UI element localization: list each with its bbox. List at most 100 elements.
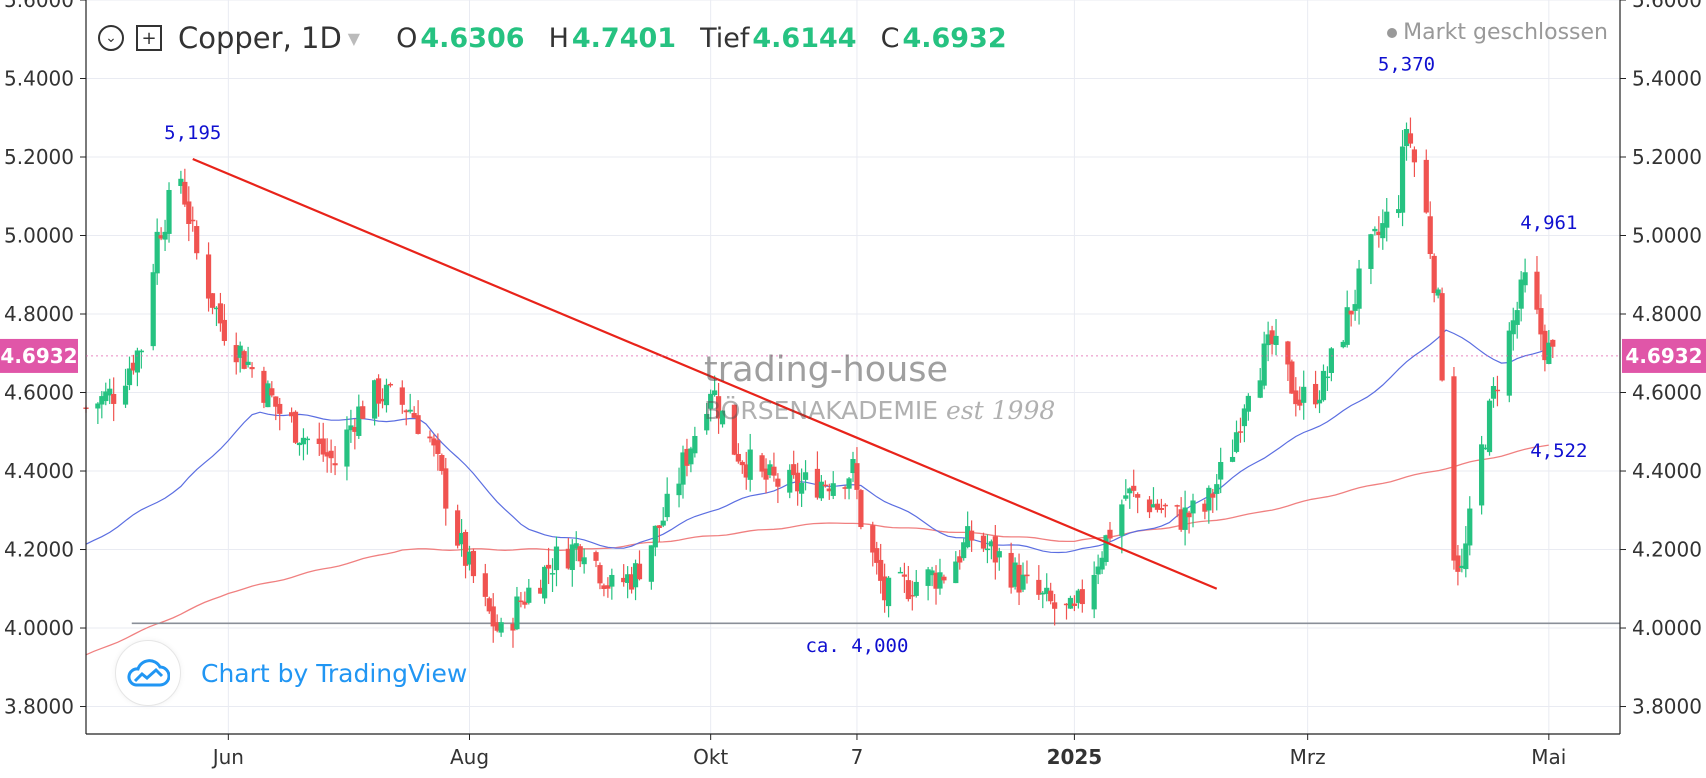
candle-body <box>704 413 710 431</box>
candle-body <box>462 531 469 566</box>
candle-body <box>245 361 251 365</box>
candle-body <box>621 577 627 583</box>
candle-body <box>1403 129 1410 147</box>
candle-body <box>1506 330 1512 396</box>
trendline-layer <box>192 157 1218 590</box>
candle-body <box>178 178 184 187</box>
candle-body <box>609 574 615 587</box>
candle-body <box>1431 255 1437 294</box>
y-tick-label-left: 4.2000 <box>4 538 74 562</box>
candle-body <box>1312 383 1319 405</box>
y-tick-label-left: 5.0000 <box>4 224 74 248</box>
candle-body <box>1423 159 1429 213</box>
candle-body <box>1067 597 1074 609</box>
symbol-dropdown-icon[interactable]: ▼ <box>347 28 361 48</box>
candle-body <box>858 490 864 528</box>
symbol-title[interactable]: Copper, 1D <box>178 21 342 55</box>
candle-body <box>656 525 662 528</box>
compare-plus-icon[interactable]: + <box>136 25 162 51</box>
x-tick-label: 2025 <box>1047 745 1103 769</box>
candle-body <box>628 574 635 590</box>
y-tick-label-left: 5.4000 <box>4 67 74 91</box>
tradingview-cloud-icon <box>115 640 181 706</box>
candle-body <box>941 576 947 581</box>
tradingview-branding[interactable]: Chart by TradingView <box>115 640 467 706</box>
resistance-trendline <box>192 157 1218 590</box>
candle-body <box>261 370 267 403</box>
candle-body <box>715 396 722 419</box>
candle-body <box>826 488 832 492</box>
candles-layer <box>83 117 1556 648</box>
candle-body <box>399 387 405 405</box>
candle-body <box>455 510 461 546</box>
candle-body <box>747 449 753 480</box>
candle-body <box>1514 310 1520 325</box>
candle-body <box>1324 376 1331 379</box>
candle-body <box>1463 543 1469 570</box>
candle-body <box>1123 495 1129 499</box>
candle-body <box>573 543 579 549</box>
candle-body <box>292 411 299 443</box>
candle-body <box>1289 361 1295 394</box>
candle-body <box>431 438 437 446</box>
candle-body <box>182 181 188 205</box>
candle-body <box>99 396 105 405</box>
candle-body <box>1237 431 1244 433</box>
candle-body <box>1301 386 1307 403</box>
candle-body <box>759 455 765 472</box>
candle-body <box>1162 504 1168 507</box>
candle-body <box>482 573 488 597</box>
candle-body <box>95 403 101 409</box>
y-tick-label-left: 4.4000 <box>4 459 74 483</box>
y-tick-label-left: 5.2000 <box>4 145 74 169</box>
candle-body <box>490 606 496 627</box>
candle-body <box>348 425 354 431</box>
candle-body <box>802 472 809 480</box>
candle-body <box>1455 555 1461 572</box>
candle-body <box>1269 330 1275 345</box>
candle-body <box>1297 399 1303 406</box>
candle-body <box>1490 385 1497 399</box>
candle-body <box>158 235 164 239</box>
candle-body <box>1241 408 1248 427</box>
candle-body <box>1095 566 1101 575</box>
candle-body <box>601 585 607 589</box>
candle-body <box>731 404 737 455</box>
candle-body <box>1154 503 1161 510</box>
candle-body <box>1372 228 1378 232</box>
candle-body <box>1063 603 1070 606</box>
candle-body <box>933 572 939 589</box>
candle-body <box>901 574 907 577</box>
candle-body <box>498 622 504 633</box>
candle-body <box>328 450 334 459</box>
candle-body <box>569 544 575 570</box>
candle-body <box>1542 330 1548 361</box>
close-label: C <box>880 22 900 54</box>
candle-body <box>1538 308 1544 335</box>
candle-body <box>1040 592 1046 595</box>
candle-body <box>605 585 611 589</box>
candle-body <box>221 319 227 341</box>
collapse-chevron-icon[interactable]: ⌄ <box>98 25 124 51</box>
high-value: 4.7401 <box>571 22 677 54</box>
candle-body <box>213 307 220 310</box>
candle-body <box>1146 499 1153 513</box>
candle-body <box>249 367 255 370</box>
candle-body <box>1479 444 1485 506</box>
price-tag-left-text: 4.6932 <box>0 344 77 368</box>
y-tick-label-right: 5.6000 <box>1632 0 1702 12</box>
candle-body <box>126 368 133 386</box>
candle-body <box>134 350 140 373</box>
candle-body <box>154 231 160 274</box>
candle-body <box>799 482 805 494</box>
y-tick-label-right: 5.0000 <box>1632 224 1702 248</box>
price-tag-right <box>1622 338 1706 373</box>
candle-body <box>743 464 749 478</box>
y-tick-label-right: 4.2000 <box>1632 538 1702 562</box>
candle-body <box>874 548 880 563</box>
candle-body <box>1206 487 1212 511</box>
candle-body <box>652 525 658 548</box>
candle-body <box>878 559 884 581</box>
candle-body <box>1202 503 1208 512</box>
